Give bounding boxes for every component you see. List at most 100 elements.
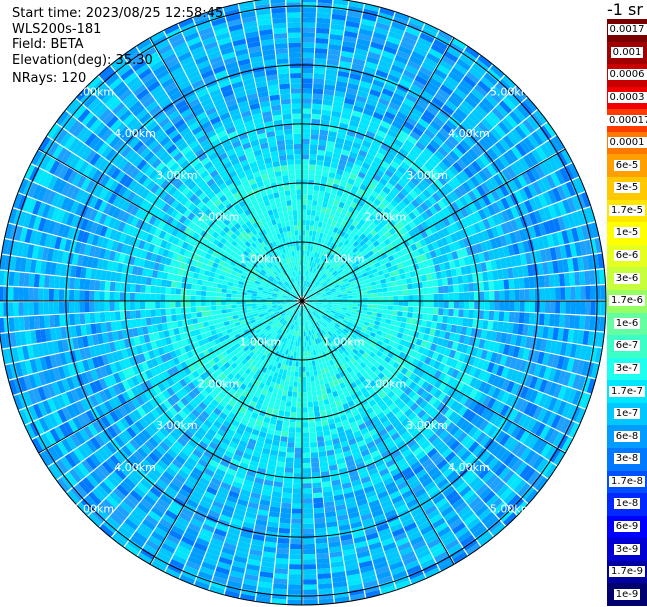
range-gate bbox=[317, 395, 324, 402]
range-gate bbox=[387, 286, 393, 292]
range-gate bbox=[336, 80, 348, 88]
range-gate bbox=[369, 121, 380, 130]
range-gate bbox=[314, 48, 328, 54]
range-gate bbox=[303, 589, 318, 595]
range-gate bbox=[448, 42, 464, 54]
range-gate bbox=[302, 164, 309, 170]
range-gate bbox=[442, 278, 449, 286]
range-gate bbox=[380, 92, 392, 102]
range-gate bbox=[388, 101, 401, 111]
range-gate bbox=[478, 281, 485, 291]
range-gate bbox=[294, 442, 302, 448]
range-gate bbox=[335, 267, 342, 273]
range-gate bbox=[383, 206, 392, 215]
range-gate bbox=[302, 103, 312, 109]
range-gate bbox=[324, 84, 336, 91]
range-gate bbox=[330, 261, 336, 267]
range-gate bbox=[305, 275, 308, 282]
range-gate bbox=[295, 356, 300, 362]
range-gate bbox=[375, 169, 385, 178]
range-gate bbox=[302, 417, 309, 423]
range-gate bbox=[366, 286, 373, 291]
range-gate bbox=[433, 202, 442, 213]
range-gate bbox=[475, 157, 486, 170]
range-gate bbox=[491, 144, 503, 158]
range-gate bbox=[316, 154, 325, 161]
range-gate bbox=[414, 241, 423, 249]
range-gate bbox=[372, 31, 388, 41]
range-gate bbox=[307, 282, 311, 288]
range-gate bbox=[484, 114, 498, 128]
range-gate bbox=[380, 317, 387, 323]
range-gate bbox=[320, 180, 327, 187]
range-gate bbox=[316, 252, 320, 259]
range-gate bbox=[374, 26, 389, 36]
range-gate bbox=[305, 293, 310, 298]
range-gate bbox=[356, 154, 366, 162]
range-gate bbox=[482, 206, 492, 218]
range-gate bbox=[352, 58, 366, 66]
range-gate bbox=[315, 169, 323, 176]
range-gate bbox=[302, 518, 314, 524]
range-gate bbox=[334, 239, 341, 246]
range-gate bbox=[479, 154, 490, 167]
range-gate bbox=[366, 225, 374, 233]
range-gate bbox=[296, 402, 302, 408]
range-gate bbox=[307, 288, 311, 293]
range-gate bbox=[313, 78, 325, 85]
range-gate bbox=[302, 457, 311, 464]
range-gate bbox=[290, 406, 297, 413]
range-gate bbox=[395, 237, 403, 245]
range-gate bbox=[392, 92, 405, 102]
range-gate bbox=[370, 178, 379, 186]
range-gate bbox=[486, 192, 496, 204]
range-gate bbox=[291, 401, 297, 408]
range-gate bbox=[407, 283, 413, 290]
range-gate bbox=[322, 268, 328, 274]
range-gate bbox=[417, 118, 430, 129]
range-gate bbox=[321, 267, 326, 273]
range-gate bbox=[294, 457, 302, 464]
range-gate bbox=[502, 152, 514, 165]
range-gate bbox=[487, 216, 496, 228]
range-gate bbox=[332, 280, 339, 285]
range-gate bbox=[359, 117, 371, 126]
range-gate bbox=[350, 115, 361, 123]
range-gate bbox=[328, 172, 336, 179]
range-gate bbox=[380, 278, 387, 284]
range-gate bbox=[304, 346, 308, 352]
range-gate bbox=[398, 78, 412, 89]
range-gate bbox=[448, 285, 454, 293]
range-gate bbox=[429, 205, 438, 215]
range-gate bbox=[342, 107, 353, 115]
range-gate bbox=[374, 107, 386, 116]
range-gate bbox=[376, 129, 387, 139]
range-gate bbox=[283, 416, 290, 422]
range-gate bbox=[318, 264, 323, 271]
range-gate bbox=[303, 559, 316, 565]
range-gate bbox=[531, 149, 543, 164]
range-gate bbox=[280, 400, 287, 407]
range-gate bbox=[490, 189, 501, 202]
range-gate bbox=[338, 65, 351, 73]
range-gate bbox=[393, 156, 403, 166]
range-gate bbox=[314, 58, 327, 65]
range-gate bbox=[482, 166, 493, 179]
range-gate bbox=[277, 389, 284, 396]
range-gate bbox=[325, 264, 331, 270]
range-gate bbox=[357, 90, 369, 99]
range-gate bbox=[446, 214, 456, 225]
range-gate bbox=[388, 296, 394, 301]
range-gate bbox=[305, 225, 310, 231]
range-gate bbox=[310, 376, 315, 382]
range-gate bbox=[380, 263, 388, 270]
range-gate bbox=[338, 280, 344, 285]
range-gate bbox=[302, 427, 309, 433]
range-gate bbox=[337, 261, 344, 267]
range-gate bbox=[296, 417, 302, 423]
range-gate bbox=[308, 179, 315, 186]
range-gate bbox=[324, 212, 330, 219]
range-gate bbox=[396, 221, 405, 230]
range-gate bbox=[448, 71, 462, 84]
range-gate bbox=[285, 457, 294, 463]
